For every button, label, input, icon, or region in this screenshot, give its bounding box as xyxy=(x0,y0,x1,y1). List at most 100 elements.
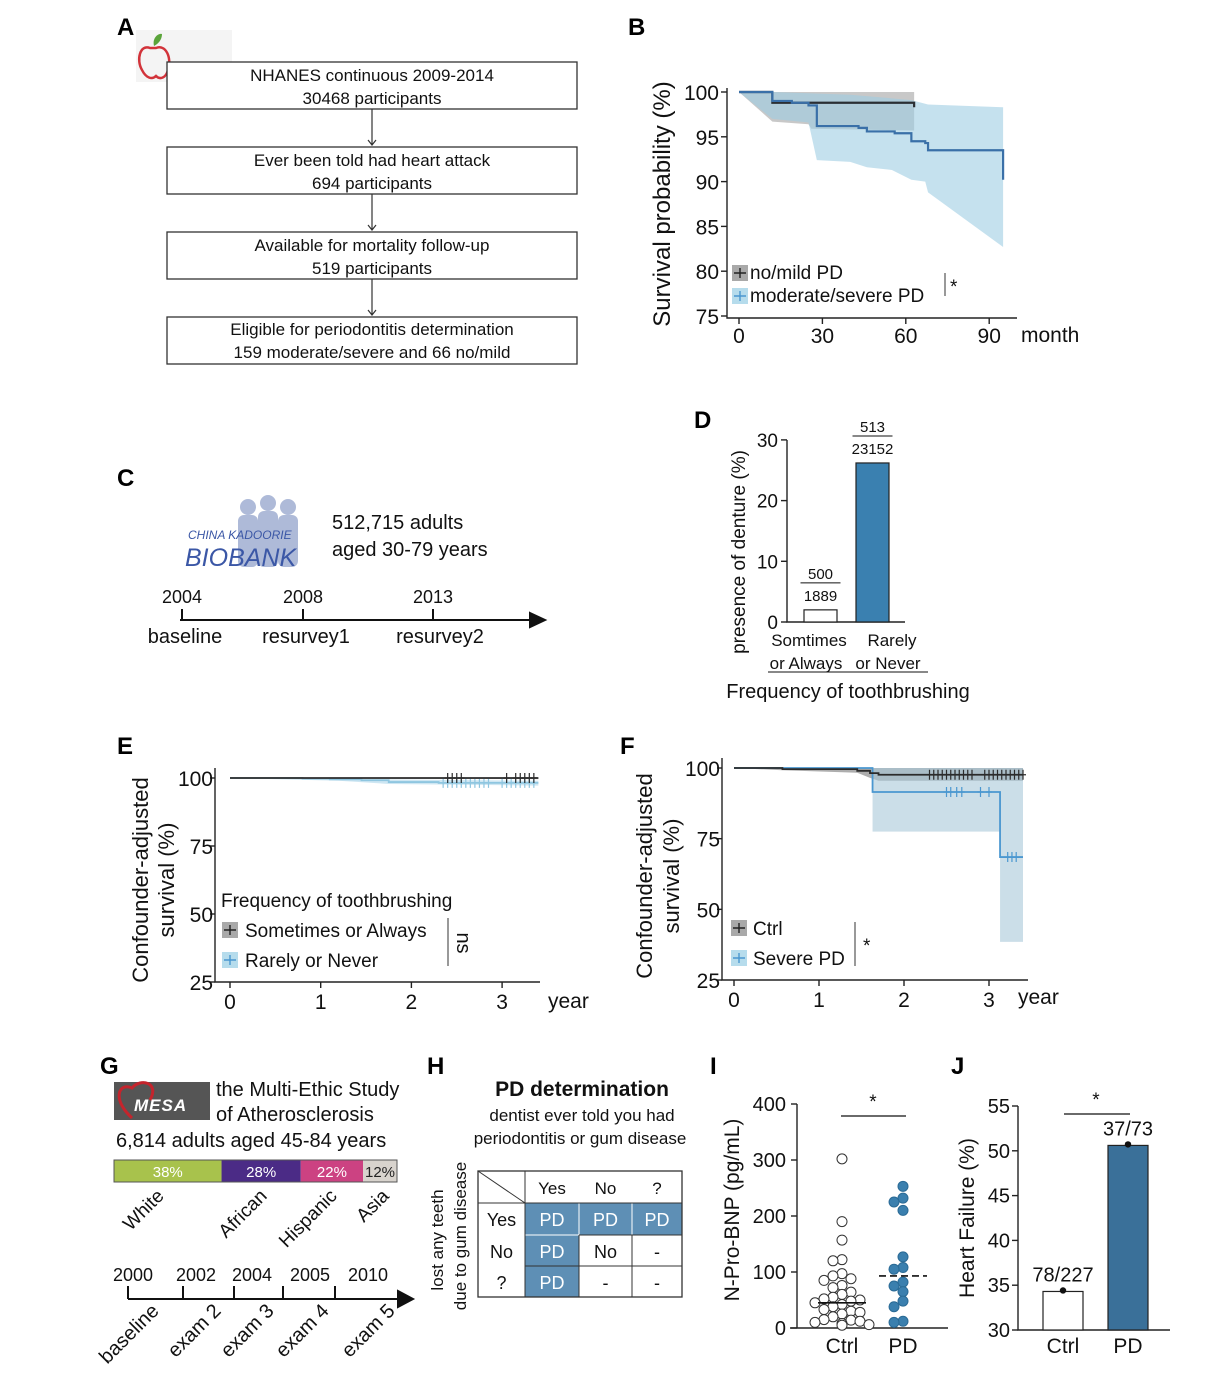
x-tick-label: 3 xyxy=(983,989,995,1012)
x-tick-label: 3 xyxy=(496,991,508,1014)
timeline-year: 2000 xyxy=(113,1265,153,1285)
timeline-label: exam 4 xyxy=(272,1300,334,1362)
data-point xyxy=(897,1315,909,1327)
data-point xyxy=(888,1263,900,1275)
category-label: or Always xyxy=(770,654,843,673)
y-tick-label: 50 xyxy=(697,899,720,922)
y-axis-label-line2: survival (%) xyxy=(154,823,179,938)
column-header: No xyxy=(595,1179,617,1198)
legend-censor-icon xyxy=(224,955,236,965)
panel-label-a: A xyxy=(117,14,134,41)
x-tick-label: 30 xyxy=(811,325,834,348)
y-axis-label-line1: Confounder-adjusted xyxy=(128,777,153,982)
segment-value-label: 12% xyxy=(365,1164,395,1181)
x-tick-label: 0 xyxy=(733,325,745,348)
panel-label-j: J xyxy=(951,1053,964,1080)
legend-label: Ctrl xyxy=(753,919,783,940)
cell-value: PD xyxy=(539,1273,564,1293)
data-point xyxy=(897,1192,909,1204)
legend-label: Severe PD xyxy=(753,949,845,970)
y-tick-label: 50 xyxy=(988,1141,1010,1163)
panel-label-d: D xyxy=(694,407,711,434)
y-tick-label: 35 xyxy=(988,1275,1010,1297)
bar-label: 78/227 xyxy=(1032,1264,1093,1286)
study-title-line2: of Atherosclerosis xyxy=(216,1104,374,1126)
survival-curve xyxy=(734,767,1023,776)
data-point xyxy=(836,1288,848,1300)
row-axis-label-line1: lost any teeth xyxy=(428,1189,447,1290)
cohort-size: 512,715 adults xyxy=(332,512,463,534)
row-header: No xyxy=(490,1242,513,1262)
significance-marker: * xyxy=(1092,1090,1100,1111)
cell-value: - xyxy=(654,1273,660,1293)
column-header: ? xyxy=(652,1179,661,1198)
x-tick-label: 1 xyxy=(315,991,327,1014)
bar-label-numerator: 513 xyxy=(860,419,885,436)
data-point xyxy=(888,1196,900,1208)
y-tick-label: 30 xyxy=(757,431,778,452)
category-label: PD xyxy=(1113,1335,1142,1358)
column-header: Yes xyxy=(538,1179,566,1198)
panel-g-mesa: MESA the Multi-Ethic Study of Atheroscle… xyxy=(95,1079,416,1368)
y-axis-label-line1: Confounder-adjusted xyxy=(632,773,657,978)
x-tick-label: 1 xyxy=(813,989,825,1012)
data-point xyxy=(845,1273,857,1285)
data-point xyxy=(897,1204,909,1216)
data-point xyxy=(888,1316,900,1328)
pd-cell xyxy=(578,1202,633,1236)
panel-h-pd-table: PD determination dentist ever told you h… xyxy=(428,1078,686,1310)
segment-value-label: 38% xyxy=(153,1164,183,1181)
table-grid xyxy=(478,1171,682,1297)
bar xyxy=(803,609,838,623)
data-point xyxy=(845,1295,857,1307)
confidence-band xyxy=(872,768,1001,832)
flow-step-4-line1: Eligible for periodontitis determination xyxy=(230,320,514,339)
legend-censor-icon xyxy=(224,925,236,935)
bar-label-denominator: 23152 xyxy=(852,441,894,458)
biobank-logo-line1: CHINA KADOORIE xyxy=(188,528,293,542)
category-label: Ctrl xyxy=(826,1335,859,1358)
data-point xyxy=(827,1311,839,1323)
mesa-timeline: 2000 2002 2004 2005 2010 baseline exam 2… xyxy=(95,1265,416,1368)
y-tick-label: 55 xyxy=(988,1096,1010,1118)
category-label: Ctrl xyxy=(1047,1335,1080,1358)
row-axis-label-line2: due to gum disease xyxy=(451,1162,470,1310)
significance-marker: ns xyxy=(452,932,474,953)
axes xyxy=(790,1104,948,1329)
y-tick-label: 10 xyxy=(757,552,778,573)
timeline-label: baseline xyxy=(95,1300,163,1368)
x-axis-label: Frequency of toothbrushing xyxy=(726,681,970,703)
legend-censor-icon xyxy=(734,268,746,278)
cohort-age: aged 30-79 years xyxy=(332,539,488,561)
segment-value-label: 28% xyxy=(246,1164,276,1181)
bar-label-denominator: 1889 xyxy=(804,588,837,605)
segment-value-label: 22% xyxy=(317,1164,347,1181)
table-cell xyxy=(578,1234,633,1267)
cell-value: - xyxy=(654,1242,660,1262)
censor-mark xyxy=(503,773,510,783)
data-point xyxy=(836,1268,848,1280)
flow-step-2-line1: Ever been told had heart attack xyxy=(254,151,491,170)
legend-label: moderate/severe PD xyxy=(750,286,924,307)
timeline-axis xyxy=(180,609,548,629)
y-tick-label: 95 xyxy=(696,127,719,150)
panel-label-e: E xyxy=(117,733,133,760)
category-label: Hispanic xyxy=(275,1186,341,1252)
row-header: ? xyxy=(496,1273,506,1293)
cell-value: No xyxy=(594,1242,617,1262)
x-tick-label: 0 xyxy=(224,991,236,1014)
data-point xyxy=(836,1153,848,1165)
y-tick-label: 400 xyxy=(753,1094,786,1116)
y-tick-label: 0 xyxy=(775,1318,786,1340)
y-tick-label: 45 xyxy=(988,1186,1010,1208)
panel-a-flowchart: nhanes NHANES continuous 2009-2014 30468… xyxy=(136,30,578,365)
x-axis-label: year xyxy=(548,990,589,1013)
stacked-bar-outline xyxy=(113,1159,398,1183)
censor-mark xyxy=(485,777,492,788)
significance-marker: * xyxy=(863,936,871,957)
y-tick-label: 75 xyxy=(697,829,720,852)
timeline-year: 2008 xyxy=(283,587,323,607)
timeline-year: 2013 xyxy=(413,587,453,607)
table-corner-diagonal xyxy=(477,1170,526,1204)
